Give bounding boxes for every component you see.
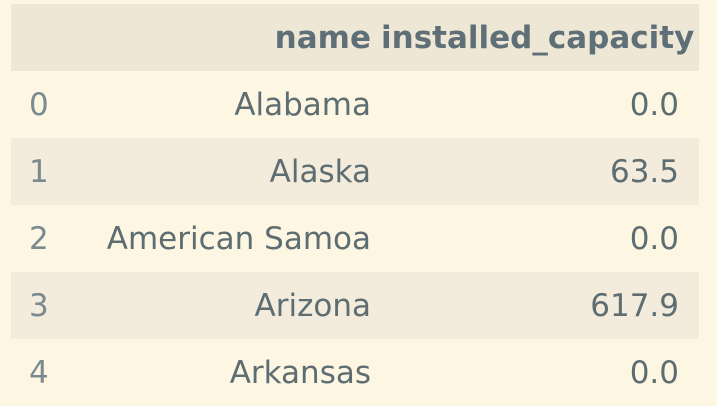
name-cell: Arizona <box>79 272 381 339</box>
installed-capacity-column-header: installed_capacity <box>381 4 699 71</box>
table-row: 0 Alabama 0.0 <box>11 71 699 138</box>
table-body: 0 Alabama 0.0 1 Alaska 63.5 2 American S… <box>11 71 699 406</box>
installed-capacity-cell: 0.0 <box>629 354 679 391</box>
row-index: 0 <box>29 86 49 123</box>
table-header: name installed_capacity <box>11 4 699 71</box>
name-column-header: name <box>79 4 381 71</box>
installed-capacity-cell: 0.0 <box>629 86 679 123</box>
index-column-header <box>11 4 79 71</box>
name-cell: Alaska <box>79 138 381 205</box>
row-index: 2 <box>29 220 49 257</box>
dataframe-output: name installed_capacity 0 Alabama 0.0 1 … <box>11 4 699 406</box>
installed-capacity-cell: 617.9 <box>381 272 699 339</box>
installed-capacity-cell: 0.0 <box>629 220 679 257</box>
name-cell: Alabama <box>234 86 371 123</box>
table-row: 3 Arizona 617.9 <box>11 272 699 339</box>
name-cell: American Samoa <box>106 220 371 257</box>
table-row: 4 Arkansas 0.0 <box>11 339 699 406</box>
name-cell: Arkansas <box>229 354 371 391</box>
header-row: name installed_capacity <box>11 4 699 71</box>
dataframe-table: name installed_capacity 0 Alabama 0.0 1 … <box>11 4 699 406</box>
row-index: 4 <box>29 354 49 391</box>
installed-capacity-cell: 63.5 <box>381 138 699 205</box>
row-index: 1 <box>11 138 79 205</box>
table-row: 1 Alaska 63.5 <box>11 138 699 205</box>
row-index: 3 <box>11 272 79 339</box>
table-row: 2 American Samoa 0.0 <box>11 205 699 272</box>
